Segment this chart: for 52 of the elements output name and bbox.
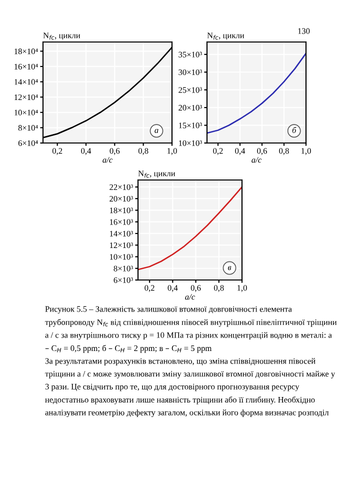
y-tick-label: 16×10³: [110, 219, 133, 225]
x-tick-label: 0,2: [144, 285, 154, 292]
y-tick-label: 6×10³: [114, 277, 133, 283]
annotation: б: [292, 126, 296, 133]
annotation: в: [228, 266, 232, 270]
x-axis-title: a/c: [185, 294, 195, 300]
x-tick-label: 0,4: [81, 148, 92, 155]
text: Рисунок 5.5 – Залежність залишкової втомної довговічності елемента трубопроводу N$_{fc}$ від співвідношення півосей внутрішньої півеліптичної тріщини a / c за внутрішнього тиску p = 10 МПа та різних концентрацій водню в металі: а – C$_{H}$ = 0,5 ppm; б – C$_{H}$ = 2 ppm; в – C$_{H}$ = 5 ppm: [45, 306, 337, 353]
x-axis-title: a/c: [102, 157, 112, 163]
y-tick-label: 18×10⁴: [14, 48, 38, 54]
x-tick-label: 0,2: [213, 148, 223, 155]
y-axis-title: N$_{fc}$, цикли: [43, 32, 80, 40]
y-tick-label: 20×10³: [110, 196, 133, 202]
y-tick-label: 14×10³: [110, 230, 133, 236]
text: 130: [298, 28, 310, 34]
y-tick-label: 10×10³: [179, 140, 202, 146]
y-tick-label: 16×10⁴: [14, 64, 38, 70]
x-tick-label: 1,0: [238, 285, 247, 292]
y-tick-label: 6×10⁴: [18, 140, 38, 146]
text: За результатами розрахунків встановлено, що зміна співвідношення півосей тріщини a / c може зумовлювати зміну залишкової втомної довговічності майже у 3 рази. Це свідчить про те, що для достовірного прогнозування ресурсу недостатньо враховувати лише наявність тріщини або її глибину. Необхідно аналізувати геометрію дефекту загалом, оскільки його форма визначає розподіл: [45, 358, 336, 418]
x-tick-label: 1,0: [168, 148, 177, 155]
annotation: а: [154, 128, 158, 133]
x-axis-title: a/c: [252, 157, 262, 163]
x-tick-label: 0,6: [190, 285, 201, 292]
line-series: [207, 52, 306, 134]
y-tick-label: 8×10⁴: [18, 125, 38, 131]
y-tick-label: 20×10³: [178, 104, 202, 111]
y-tick-label: 35×10³: [178, 52, 202, 58]
y-tick-label: 10×10³: [110, 254, 133, 260]
line-series: [138, 186, 242, 270]
y-tick-label: 10×10⁴: [14, 110, 38, 116]
y-axis-title: N$_{fc}$, цикли: [138, 170, 176, 178]
x-tick-label: 0,2: [52, 148, 62, 155]
y-tick-label: 12×10⁴: [14, 94, 38, 100]
y-tick-label: 8×10³: [114, 266, 133, 272]
x-tick-label: 0,4: [235, 148, 246, 155]
y-tick-label: 18×10³: [110, 208, 133, 214]
x-tick-label: 1,0: [302, 148, 311, 155]
x-tick-label: 0,6: [257, 148, 267, 155]
x-tick-label: 0,4: [168, 285, 178, 292]
y-tick-label: 15×10³: [179, 122, 202, 128]
y-tick-label: 30×10³: [178, 69, 202, 76]
y-tick-label: 12×10³: [110, 242, 133, 248]
y-axis-title: N$_{fc}$, цикли: [207, 32, 244, 40]
line-series: [43, 46, 172, 138]
x-tick-label: 0,8: [138, 148, 148, 155]
y-tick-label: 25×10³: [178, 87, 202, 93]
x-tick-label: 0,8: [214, 285, 224, 292]
x-tick-label: 0,8: [279, 148, 289, 155]
y-tick-label: 22×10³: [110, 184, 133, 190]
y-tick-label: 14×10⁴: [14, 79, 38, 85]
x-tick-label: 0,6: [110, 148, 120, 155]
